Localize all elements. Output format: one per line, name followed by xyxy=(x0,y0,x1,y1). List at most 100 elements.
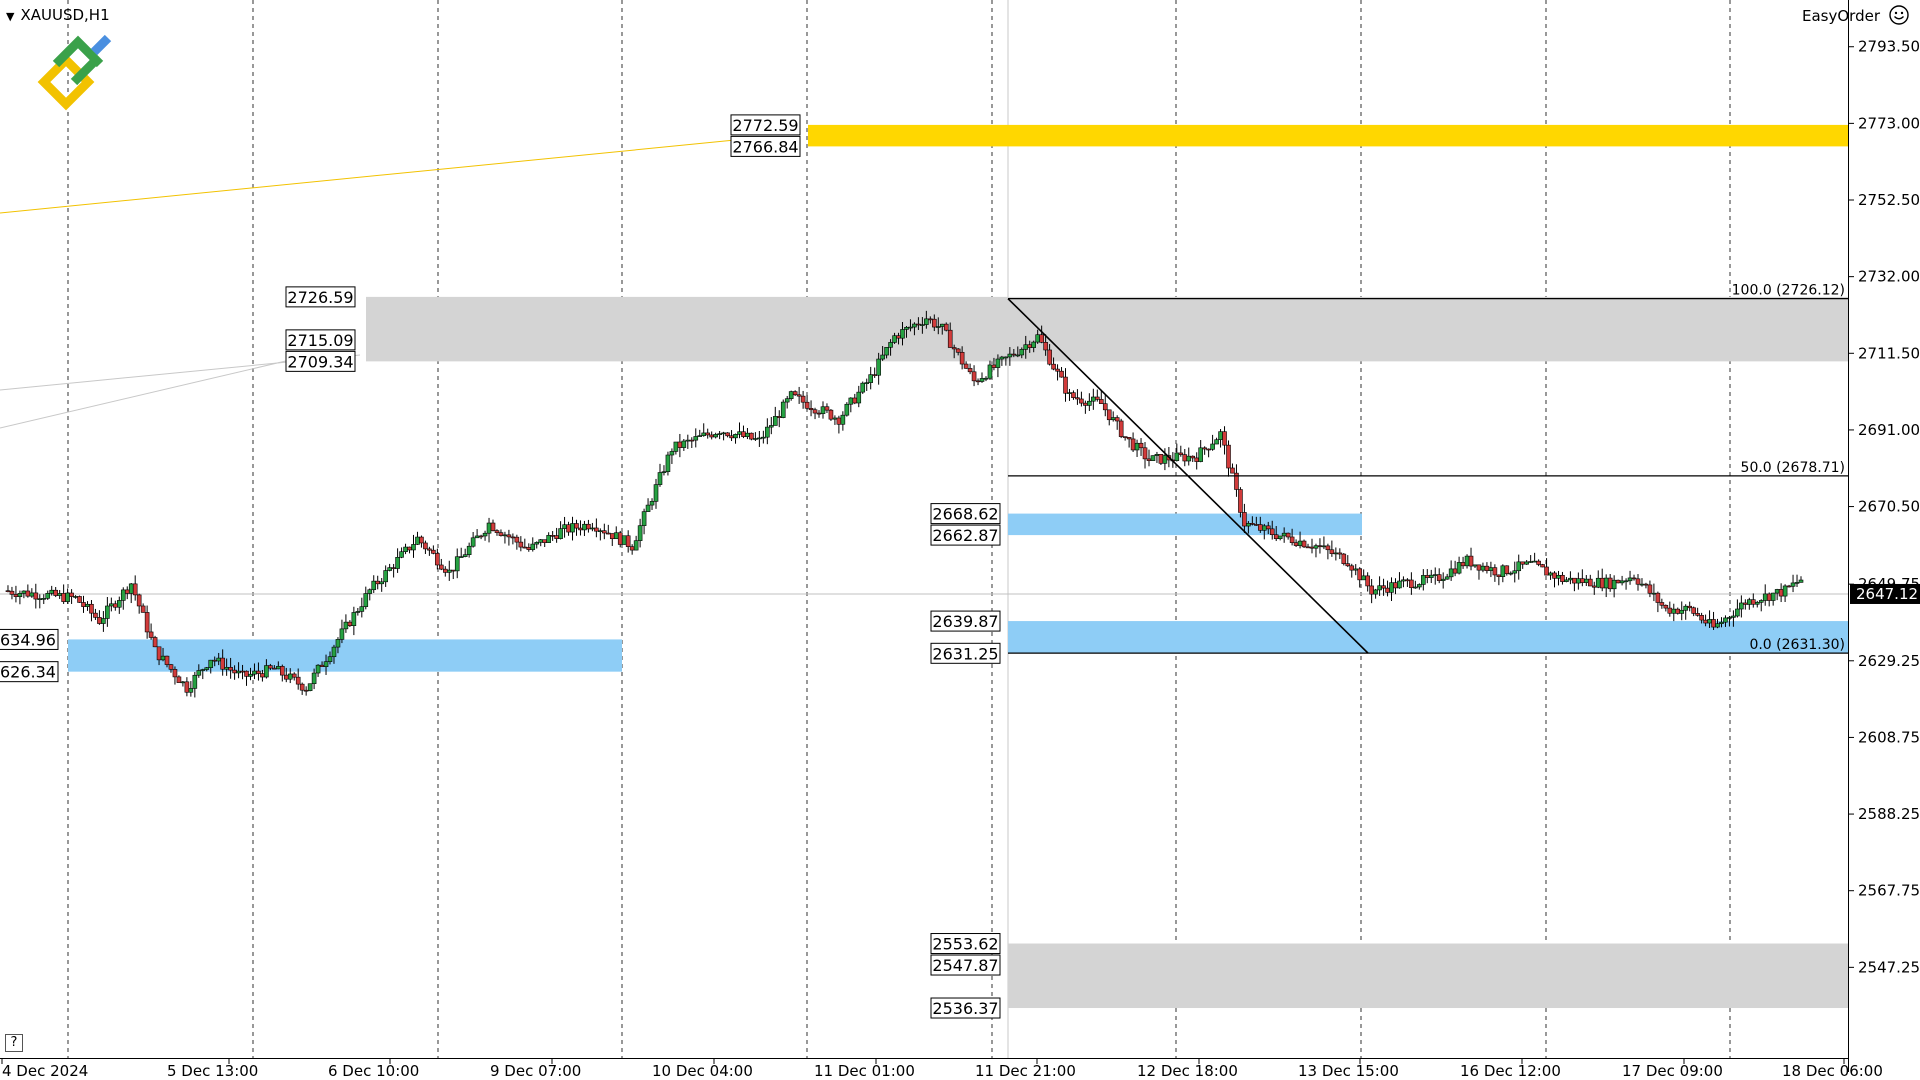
bear-candle xyxy=(232,669,237,674)
bear-candle xyxy=(991,364,997,368)
bear-candle xyxy=(1285,532,1291,538)
y-tick-label: 2567.75 xyxy=(1858,882,1920,900)
dropdown-triangle-icon[interactable]: ▼ xyxy=(6,10,15,23)
bull-candle xyxy=(1421,575,1426,585)
bull-candle xyxy=(685,439,691,442)
symbol-label[interactable]: ▼ XAUUSD,H1 xyxy=(6,6,110,24)
bull-candle xyxy=(216,657,221,662)
bull-candle xyxy=(73,596,78,598)
bear-candle xyxy=(423,542,428,550)
bull-candle xyxy=(49,589,55,594)
bear-candle xyxy=(963,363,969,369)
bull-candle xyxy=(1456,562,1462,574)
bear-candle xyxy=(932,318,937,328)
bear-candle xyxy=(800,395,806,403)
bear-candle xyxy=(1496,574,1502,577)
bull-candle xyxy=(1683,605,1689,611)
bear-candle xyxy=(1607,577,1613,590)
bull-candle xyxy=(880,354,885,360)
bull-candle xyxy=(200,669,206,671)
bear-candle xyxy=(824,406,830,411)
bull-candle xyxy=(935,326,941,328)
bull-candle xyxy=(669,451,675,456)
bear-candle xyxy=(1766,593,1772,601)
bull-candle xyxy=(1210,443,1215,450)
bear-candle xyxy=(220,657,225,670)
easyorder-button[interactable]: EasyOrder xyxy=(1802,7,1880,25)
bull-candle xyxy=(339,628,345,640)
bear-candle xyxy=(808,407,814,411)
bear-candle xyxy=(1325,545,1331,551)
target-zone xyxy=(808,124,1848,147)
bear-candle xyxy=(1580,578,1585,583)
bull-candle xyxy=(788,391,794,399)
bear-candle xyxy=(256,670,261,674)
bull-candle xyxy=(757,437,762,440)
y-tick-label: 2608.75 xyxy=(1858,728,1920,746)
bull-candle xyxy=(1389,582,1394,593)
bull-candle xyxy=(1739,602,1744,610)
bull-candle xyxy=(546,535,551,543)
bull-candle xyxy=(1564,579,1569,582)
bear-candle xyxy=(1385,587,1390,593)
bull-candle xyxy=(1747,599,1752,605)
bear-candle xyxy=(272,667,277,670)
bull-candle xyxy=(1790,582,1796,587)
bull-candle xyxy=(693,436,699,441)
current-price-label: 2647.12 xyxy=(1856,585,1918,603)
bear-candle xyxy=(1381,585,1386,589)
bear-candle xyxy=(729,435,734,439)
bear-candle xyxy=(1484,565,1490,571)
bull-candle xyxy=(1548,572,1553,576)
bear-candle xyxy=(1520,561,1526,565)
bull-candle xyxy=(1576,578,1581,584)
bear-candle xyxy=(244,670,249,677)
bear-candle xyxy=(1083,402,1088,406)
bear-candle xyxy=(140,605,146,613)
bear-candle xyxy=(1544,566,1549,576)
bear-candle xyxy=(1234,472,1239,490)
bear-candle xyxy=(1329,549,1335,554)
bull-candle xyxy=(276,666,281,670)
bull-candle xyxy=(1015,354,1021,357)
bull-candle xyxy=(1619,580,1625,584)
bear-candle xyxy=(852,397,858,404)
bear-candle xyxy=(1659,602,1665,606)
bull-candle xyxy=(820,406,826,414)
bear-candle xyxy=(812,409,818,414)
bull-candle xyxy=(343,621,349,630)
bull-candle xyxy=(1464,555,1470,567)
bear-candle xyxy=(1273,534,1279,540)
bull-candle xyxy=(1524,561,1529,565)
zone-price-label: 2631.25 xyxy=(932,644,998,663)
bear-candle xyxy=(498,532,504,536)
bear-candle xyxy=(136,594,142,607)
bull-candle xyxy=(120,589,126,601)
bull-candle xyxy=(1150,455,1156,461)
smiley-icon[interactable] xyxy=(1888,4,1910,26)
zone-price-label-box xyxy=(285,350,356,372)
zone-price-label-box xyxy=(930,954,1001,976)
bull-candle xyxy=(1627,577,1633,582)
bull-candle xyxy=(415,536,420,545)
bull-candle xyxy=(1719,621,1724,624)
bull-candle xyxy=(912,323,917,328)
bull-candle xyxy=(1297,540,1303,546)
bull-candle xyxy=(21,590,27,594)
bear-candle xyxy=(1126,436,1132,440)
bear-candle xyxy=(796,394,802,397)
bull-candle xyxy=(315,664,321,674)
bull-candle xyxy=(1651,592,1657,595)
y-tick-label: 2752.50 xyxy=(1858,191,1920,209)
help-button[interactable]: ? xyxy=(5,1034,23,1052)
bull-candle xyxy=(598,530,603,533)
bull-candle xyxy=(1198,447,1203,462)
bear-candle xyxy=(1536,560,1541,565)
bear-candle xyxy=(176,676,182,683)
bear-candle xyxy=(1587,578,1593,587)
bull-candle xyxy=(1603,577,1609,589)
bull-candle xyxy=(645,504,651,512)
bear-candle xyxy=(299,683,305,691)
bear-candle xyxy=(550,535,555,537)
